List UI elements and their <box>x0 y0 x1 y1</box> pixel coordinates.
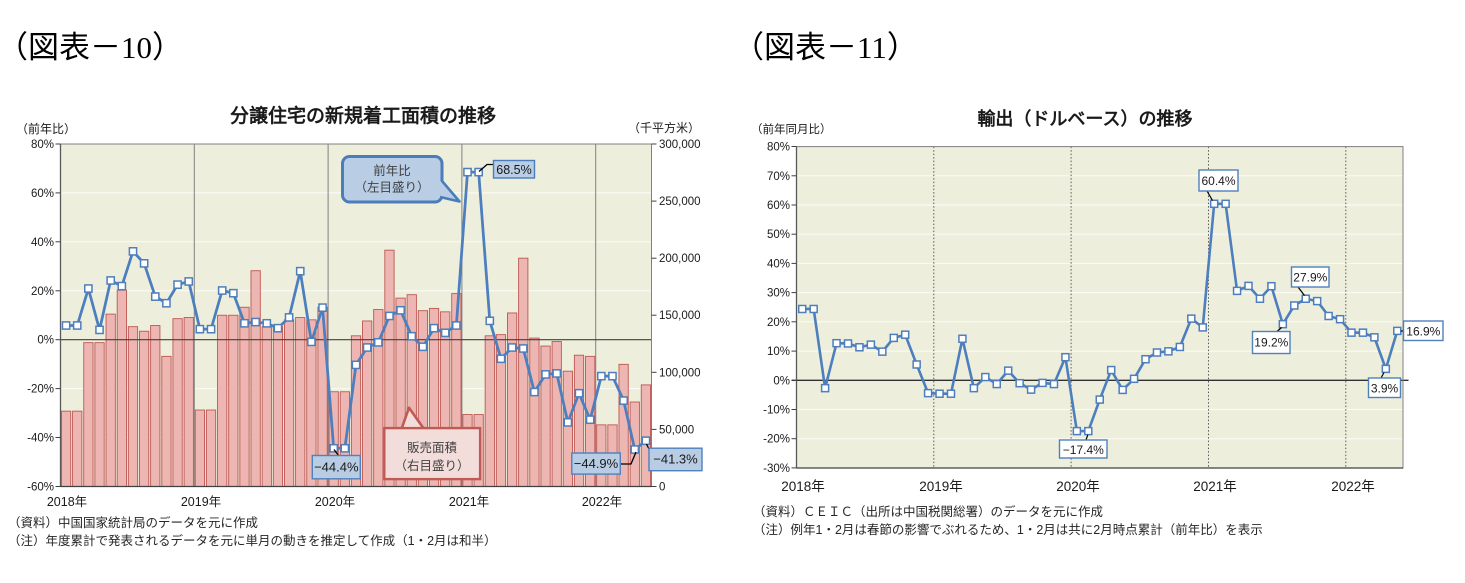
svg-text:60%: 60% <box>31 188 54 200</box>
svg-text:（注）例年1・2月は春節の影響でぶれるため、1・2月は共に2: （注）例年1・2月は春節の影響でぶれるため、1・2月は共に2月時点累計（前年比）… <box>753 522 1263 537</box>
svg-text:300,000: 300,000 <box>659 139 701 151</box>
svg-text:16.9%: 16.9% <box>1406 325 1440 339</box>
svg-text:（図表－10）: （図表－10） <box>0 30 183 65</box>
svg-text:100,000: 100,000 <box>659 367 701 379</box>
svg-text:200,000: 200,000 <box>659 253 701 265</box>
svg-text:（注）年度累計で発表されるデータを元に単月の動きを推定して作: （注）年度累計で発表されるデータを元に単月の動きを推定して作成（1・2月は和半） <box>8 533 497 548</box>
svg-text:0: 0 <box>659 482 665 494</box>
svg-text:2022年: 2022年 <box>1331 479 1375 494</box>
svg-text:（前年比）: （前年比） <box>16 121 76 136</box>
svg-text:−41.3%: −41.3% <box>653 452 698 467</box>
svg-text:（左目盛り）: （左目盛り） <box>354 180 429 195</box>
svg-text:2021年: 2021年 <box>1193 479 1237 494</box>
svg-text:19.2%: 19.2% <box>1254 336 1288 350</box>
svg-text:250,000: 250,000 <box>659 196 701 208</box>
svg-text:20%: 20% <box>767 317 790 329</box>
svg-text:0%: 0% <box>773 375 790 387</box>
svg-text:60%: 60% <box>767 200 790 212</box>
svg-text:2022年: 2022年 <box>582 495 622 509</box>
svg-text:（千平方米）: （千平方米） <box>628 120 700 135</box>
svg-text:前年比: 前年比 <box>373 163 411 178</box>
svg-text:80%: 80% <box>767 142 790 154</box>
svg-text:2019年: 2019年 <box>181 495 221 509</box>
svg-text:50%: 50% <box>767 229 790 241</box>
svg-text:150,000: 150,000 <box>659 310 701 322</box>
svg-text:販売面積: 販売面積 <box>407 440 458 455</box>
svg-text:（右目盛り）: （右目盛り） <box>394 458 469 473</box>
svg-text:2019年: 2019年 <box>919 479 963 494</box>
svg-text:-30%: -30% <box>763 463 790 475</box>
svg-text:20%: 20% <box>31 286 54 298</box>
svg-text:70%: 70% <box>767 171 790 183</box>
svg-text:-60%: -60% <box>27 482 54 494</box>
svg-text:（前年同月比）: （前年同月比） <box>751 122 832 136</box>
svg-text:2018年: 2018年 <box>781 479 825 494</box>
svg-text:分譲住宅の新規着工面積の推移: 分譲住宅の新規着工面積の推移 <box>230 104 496 127</box>
svg-text:−44.4%: −44.4% <box>314 460 359 475</box>
svg-text:68.5%: 68.5% <box>496 163 531 177</box>
svg-text:40%: 40% <box>31 237 54 249</box>
svg-text:-40%: -40% <box>27 433 54 445</box>
svg-text:27.9%: 27.9% <box>1293 271 1327 285</box>
svg-text:（図表－11）: （図表－11） <box>733 30 918 65</box>
svg-text:40%: 40% <box>767 258 790 270</box>
svg-text:3.9%: 3.9% <box>1371 382 1399 396</box>
svg-text:30%: 30% <box>767 288 790 300</box>
svg-text:-10%: -10% <box>763 405 790 417</box>
svg-text:2020年: 2020年 <box>1056 479 1100 494</box>
svg-text:−17.4%: −17.4% <box>1063 443 1104 457</box>
svg-text:2018年: 2018年 <box>47 495 87 509</box>
svg-text:60.4%: 60.4% <box>1201 174 1235 188</box>
svg-text:50,000: 50,000 <box>659 424 694 436</box>
svg-text:2021年: 2021年 <box>449 495 489 509</box>
svg-text:−44.9%: −44.9% <box>574 456 619 471</box>
svg-text:輸出（ドルベース）の推移: 輸出（ドルベース）の推移 <box>977 108 1192 129</box>
svg-text:80%: 80% <box>31 139 54 151</box>
svg-text:-20%: -20% <box>27 384 54 396</box>
svg-text:0%: 0% <box>37 335 54 347</box>
svg-text:2020年: 2020年 <box>315 495 355 509</box>
svg-text:（資料）中国国家統計局のデータを元に作成: （資料）中国国家統計局のデータを元に作成 <box>8 515 258 530</box>
svg-text:10%: 10% <box>767 346 790 358</box>
svg-text:-20%: -20% <box>763 434 790 446</box>
svg-text:（資料）ＣＥＩＣ（出所は中国税関総署）のデータを元に作成: （資料）ＣＥＩＣ（出所は中国税関総署）のデータを元に作成 <box>753 504 1103 519</box>
